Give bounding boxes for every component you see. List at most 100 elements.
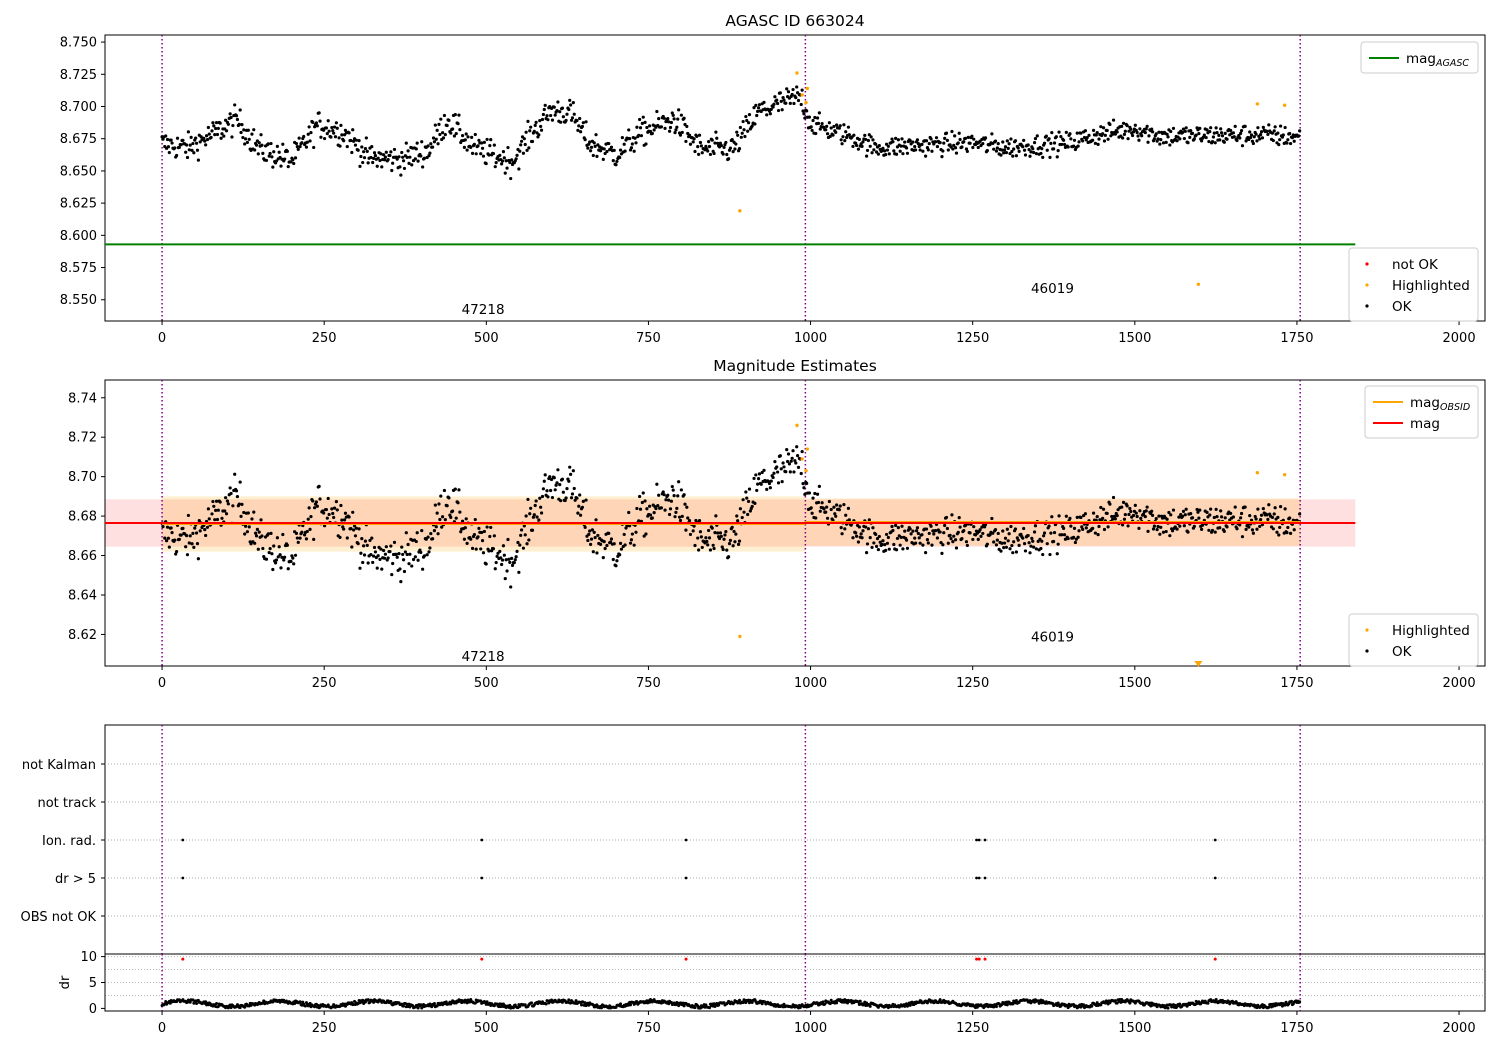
ok-point <box>934 136 939 140</box>
ok-point <box>164 134 168 138</box>
ok-point <box>302 134 306 139</box>
ok-point <box>297 136 301 140</box>
ok-point <box>1000 148 1004 152</box>
ok-point <box>1101 507 1106 511</box>
ok-point <box>379 547 383 551</box>
ok-point <box>216 126 220 131</box>
ok-point <box>1238 136 1242 140</box>
p2-ytick-label: 8.62 <box>68 628 97 643</box>
ok-point <box>746 129 750 133</box>
dr-point <box>1128 1001 1132 1005</box>
ok-point <box>918 148 922 152</box>
ok-point <box>1007 532 1011 536</box>
ok-point <box>668 507 673 511</box>
ok-point <box>375 164 379 168</box>
ok-point <box>358 566 362 570</box>
ok-point <box>538 496 542 500</box>
ok-point <box>369 155 373 160</box>
ok-point <box>772 471 776 475</box>
ok-point <box>870 151 874 155</box>
ok-point <box>1285 141 1289 145</box>
ok-point <box>965 543 969 548</box>
ok-point <box>564 496 568 500</box>
ok-point <box>524 130 528 134</box>
ok-point <box>822 507 826 511</box>
ok-point <box>817 484 821 489</box>
ok-point <box>510 556 514 561</box>
ok-point <box>226 122 230 126</box>
ok-point <box>805 109 809 113</box>
ok-point <box>454 516 458 520</box>
ok-point <box>416 558 420 562</box>
ok-point <box>283 555 287 559</box>
ok-point <box>532 513 536 517</box>
ok-point <box>916 142 920 146</box>
dr-point <box>1214 998 1218 1002</box>
ok-point <box>397 155 401 159</box>
ok-point <box>1169 129 1173 134</box>
ok-point <box>264 158 269 163</box>
ok-point <box>1180 130 1185 135</box>
ok-point <box>1003 145 1008 149</box>
dr-point <box>511 1006 515 1010</box>
ok-point <box>711 543 715 547</box>
ok-point <box>186 513 190 518</box>
ok-point <box>990 132 994 136</box>
ok-point <box>194 136 198 140</box>
ok-point <box>954 546 959 550</box>
ok-point <box>504 159 508 163</box>
ok-point <box>1069 137 1073 141</box>
ok-point <box>1158 532 1162 536</box>
ok-point <box>553 488 557 492</box>
ok-point <box>891 140 895 144</box>
ok-point <box>482 529 486 534</box>
ok-point <box>505 569 509 573</box>
ok-point <box>778 454 782 458</box>
ok-point <box>981 141 985 146</box>
highlighted-point <box>1282 472 1287 477</box>
ok-point <box>278 553 282 557</box>
ok-point <box>611 159 615 163</box>
ok-point <box>420 528 424 533</box>
ok-point <box>1248 514 1252 518</box>
highlighted-point <box>1196 282 1201 286</box>
ok-point <box>207 517 211 521</box>
ok-point <box>746 121 751 125</box>
ok-point <box>872 541 876 545</box>
ok-point <box>950 129 954 134</box>
ok-point <box>292 562 296 566</box>
ok-point <box>1000 541 1004 545</box>
ok-point <box>1016 146 1020 150</box>
ok-point <box>898 543 902 547</box>
dr-point <box>243 1005 247 1009</box>
p1-bottom-legend-marker <box>1365 283 1369 287</box>
ok-point <box>896 526 900 530</box>
ok-point <box>685 124 689 129</box>
ok-point <box>1006 146 1010 150</box>
ok-point <box>691 140 695 144</box>
highlighted-point <box>804 469 808 473</box>
ok-point <box>1014 550 1018 554</box>
ok-point <box>972 525 976 529</box>
ok-point <box>264 557 269 561</box>
ok-point <box>800 88 804 92</box>
ok-point <box>238 108 242 112</box>
ok-point <box>1108 502 1112 506</box>
ok-point <box>371 160 375 165</box>
ok-point <box>353 143 358 147</box>
ok-point <box>1184 126 1188 130</box>
ok-point <box>1182 136 1186 141</box>
ok-point <box>856 147 861 151</box>
ok-point <box>813 115 817 120</box>
ok-point <box>1232 135 1236 139</box>
ok-point <box>523 533 527 537</box>
ok-point <box>529 506 533 510</box>
ok-point <box>378 158 382 163</box>
ok-point <box>474 547 478 551</box>
dr-point <box>432 1001 436 1005</box>
ok-point <box>366 161 370 165</box>
ok-point <box>1042 531 1047 535</box>
ok-point <box>390 168 394 173</box>
ok-point <box>1126 137 1130 141</box>
ok-point <box>827 499 831 504</box>
